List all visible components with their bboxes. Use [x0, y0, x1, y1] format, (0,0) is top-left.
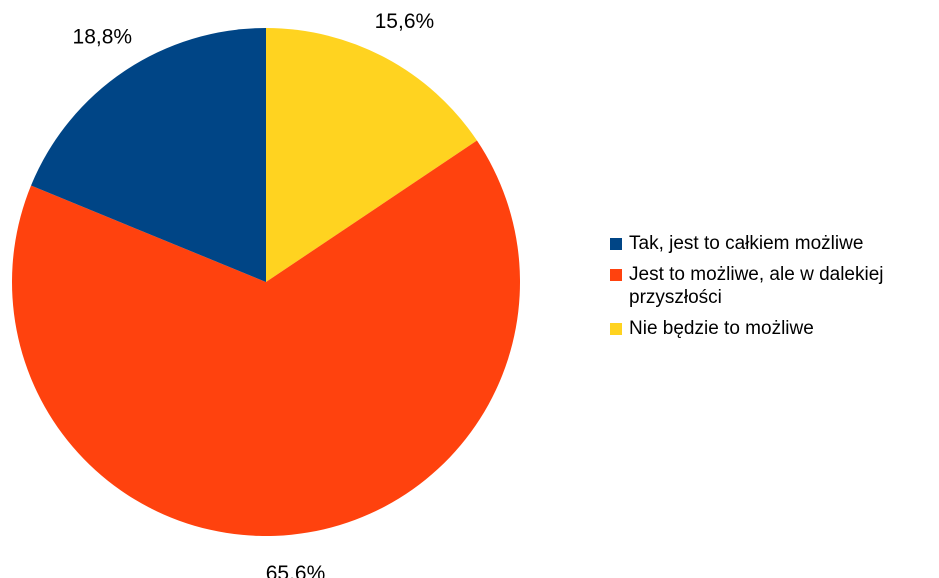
legend-item-label: Nie będzie to możliwe	[629, 318, 814, 339]
pie-slice	[266, 28, 477, 282]
legend-swatch	[610, 269, 622, 281]
legend-item: Nie będzie to możliwe	[610, 317, 930, 340]
legend-swatch	[610, 238, 622, 250]
pie-slice	[12, 140, 521, 537]
pie-data-label: 65,6%	[266, 562, 326, 578]
legend-swatch	[610, 323, 622, 335]
legend-item-label: Tak, jest to całkiem możliwe	[629, 233, 864, 254]
chart-legend: Tak, jest to całkiem możliwe Jest to moż…	[610, 232, 930, 348]
pie-slice	[31, 27, 267, 282]
pie-data-labels: 15,6% 65,6% 18,8%	[73, 10, 435, 578]
legend-item: Tak, jest to całkiem możliwe	[610, 232, 930, 255]
pie-slices	[12, 27, 521, 537]
pie-data-label: 15,6%	[375, 10, 435, 33]
pie-data-label: 18,8%	[73, 25, 133, 48]
legend-item: Jest to możliwe, ale w dalekiej przyszło…	[610, 263, 930, 309]
legend-item-label: Jest to możliwe, ale w dalekiej przyszło…	[629, 264, 884, 308]
